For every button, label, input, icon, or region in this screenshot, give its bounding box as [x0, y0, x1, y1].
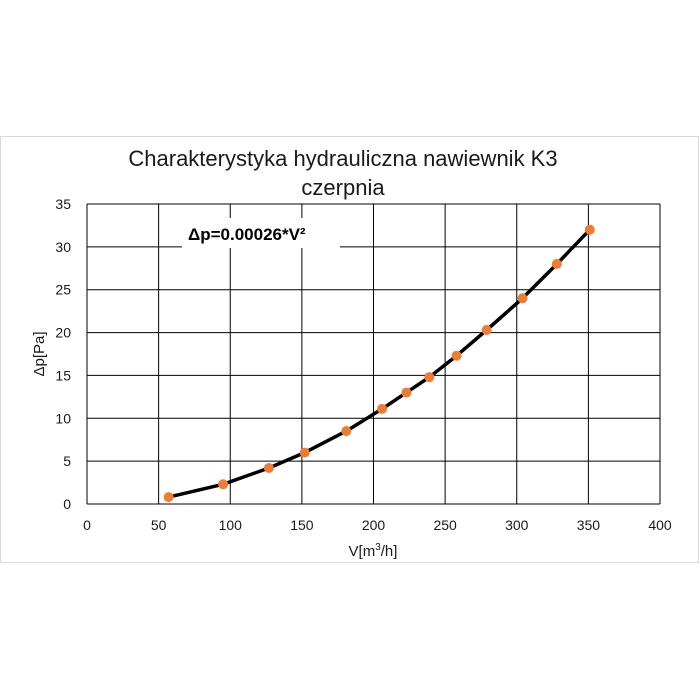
- y-tick-label: 20: [55, 325, 71, 341]
- y-axis-label: Δp[Pa]: [31, 331, 48, 376]
- x-axis-label: V[m3/h]: [349, 542, 398, 560]
- x-tick-label: 100: [219, 517, 243, 533]
- data-points: [163, 224, 595, 503]
- y-tick-label: 10: [55, 410, 71, 426]
- y-tick-label: 25: [55, 282, 71, 298]
- data-point: [299, 447, 310, 458]
- data-point: [218, 479, 229, 490]
- y-tick-label: 15: [55, 367, 71, 383]
- data-point: [401, 387, 412, 398]
- y-tick-label: 35: [55, 196, 71, 212]
- data-point: [451, 350, 462, 361]
- data-point: [163, 492, 174, 503]
- formula-annotation: Δp=0.00026*V²: [188, 225, 306, 244]
- data-point: [481, 325, 492, 335]
- x-tick-label: 300: [505, 517, 529, 533]
- data-point: [551, 259, 562, 269]
- data-point: [341, 426, 352, 437]
- x-tick-label: 150: [290, 517, 314, 533]
- annotation-background: [182, 218, 340, 248]
- y-tick-label: 30: [55, 239, 71, 255]
- data-point: [377, 403, 388, 414]
- y-axis-ticks: 0 5 10 15 20 25 30 35: [55, 196, 71, 512]
- x-tick-label: 200: [362, 517, 386, 533]
- chart-title-line-2: czerpnia: [301, 175, 385, 200]
- x-axis-ticks: 0 50 100 150 200 250 300 350 400: [83, 517, 672, 533]
- data-point: [424, 372, 435, 383]
- chart-title-line-1: Charakterystyka hydrauliczna nawiewnik K…: [128, 146, 557, 171]
- y-tick-label: 5: [63, 453, 71, 469]
- y-tick-label: 0: [63, 496, 71, 512]
- x-tick-label: 400: [648, 517, 672, 533]
- data-point: [517, 293, 528, 304]
- x-tick-label: 350: [577, 517, 601, 533]
- x-tick-label: 0: [83, 517, 91, 533]
- data-point: [263, 463, 274, 473]
- x-tick-label: 50: [151, 517, 167, 533]
- x-tick-label: 250: [433, 517, 457, 533]
- data-point: [584, 224, 595, 235]
